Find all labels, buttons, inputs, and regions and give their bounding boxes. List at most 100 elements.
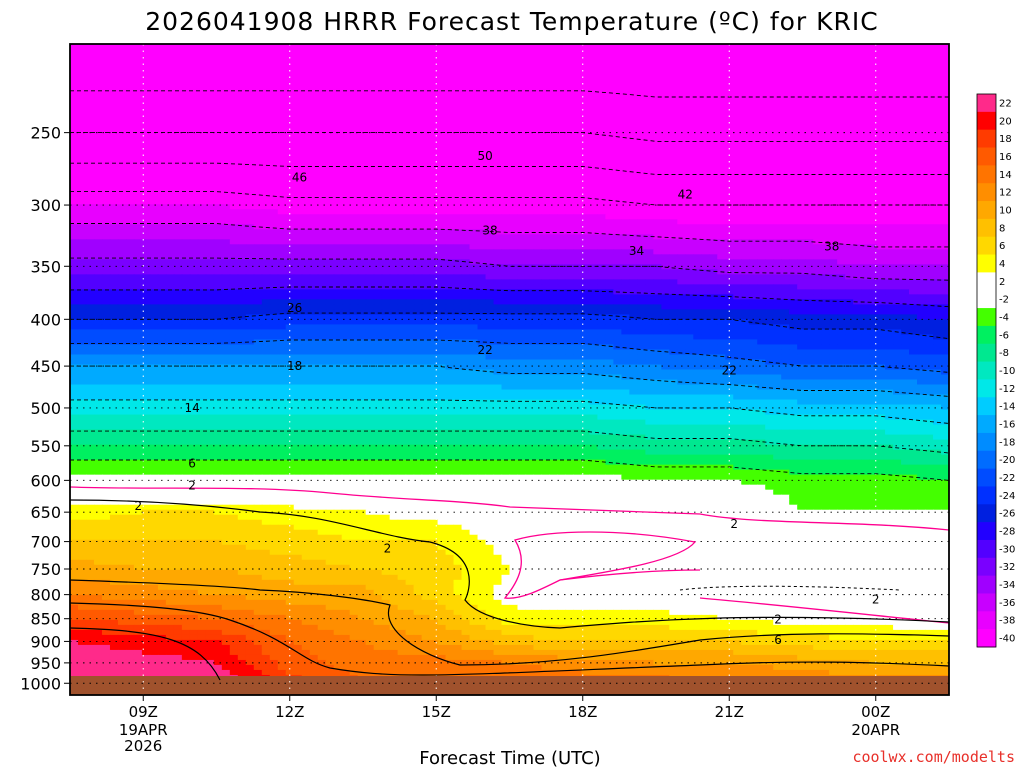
- temp-cell: [413, 144, 423, 150]
- temp-cell: [317, 169, 327, 175]
- temp-cell: [781, 164, 790, 170]
- temp-cell: [501, 194, 511, 200]
- temp-cell: [389, 179, 399, 185]
- temp-cell: [70, 79, 79, 85]
- temp-cell: [429, 164, 439, 170]
- temp-cell: [685, 124, 694, 130]
- temp-cell: [101, 224, 111, 230]
- temp-cell: [205, 174, 215, 180]
- temp-cell: [829, 264, 838, 270]
- temp-cell: [613, 89, 622, 95]
- temp-cell: [70, 64, 79, 70]
- temp-cell: [933, 264, 942, 270]
- temp-cell: [229, 44, 239, 50]
- temp-cell: [621, 259, 630, 265]
- temp-cell: [893, 189, 902, 195]
- temp-cell: [677, 254, 686, 260]
- temp-cell: [349, 194, 359, 200]
- temp-cell: [117, 64, 127, 70]
- temp-cell: [925, 179, 934, 185]
- temp-cell: [101, 174, 111, 180]
- temp-cell: [245, 269, 255, 275]
- temp-cell: [125, 54, 135, 60]
- temp-cell: [125, 194, 135, 200]
- temp-cell: [581, 239, 591, 245]
- temp-cell: [701, 54, 710, 60]
- temp-cell: [85, 249, 95, 255]
- temp-cell: [829, 49, 838, 55]
- temp-cell: [301, 124, 311, 130]
- temp-cell: [101, 159, 111, 165]
- temp-cell: [413, 194, 423, 200]
- temp-cell: [533, 244, 543, 250]
- temp-cell: [533, 134, 543, 140]
- temp-cell: [805, 44, 814, 50]
- temp-cell: [525, 109, 535, 115]
- temp-cell: [789, 224, 798, 230]
- temp-cell: [717, 244, 726, 250]
- temp-cell: [877, 179, 886, 185]
- temp-cell: [725, 134, 734, 140]
- temp-cell: [389, 69, 399, 75]
- temp-cell: [109, 149, 119, 155]
- temp-cell: [565, 214, 575, 220]
- temp-cell: [629, 139, 638, 145]
- temp-cell: [685, 74, 694, 80]
- temp-cell: [821, 79, 830, 85]
- temp-cell: [477, 234, 487, 240]
- temp-cell: [853, 129, 862, 135]
- temp-cell: [70, 139, 79, 145]
- temp-cell: [781, 134, 790, 140]
- temp-cell: [661, 154, 670, 160]
- temp-cell: [789, 99, 798, 105]
- temp-cell: [493, 109, 503, 115]
- temp-cell: [149, 94, 159, 100]
- temp-cell: [197, 134, 207, 140]
- temp-cell: [781, 219, 790, 225]
- temp-cell: [77, 99, 87, 105]
- temp-cell: [333, 184, 343, 190]
- temp-cell: [885, 264, 894, 270]
- temp-cell: [941, 104, 949, 110]
- temp-cell: [101, 199, 111, 205]
- temp-cell: [549, 179, 559, 185]
- temp-cell: [565, 194, 575, 200]
- temp-cell: [157, 214, 167, 220]
- temp-cell: [309, 239, 319, 245]
- temp-cell: [341, 99, 351, 105]
- temp-cell: [349, 174, 359, 180]
- temp-cell: [245, 169, 255, 175]
- temp-cell: [213, 159, 223, 165]
- temp-cell: [741, 249, 750, 255]
- temp-cell: [757, 229, 766, 235]
- temp-cell: [165, 74, 175, 80]
- temp-cell: [469, 89, 479, 95]
- temp-cell: [701, 149, 710, 155]
- temp-cell: [565, 144, 575, 150]
- temp-cell: [941, 54, 949, 60]
- temp-cell: [597, 214, 606, 220]
- temp-cell: [221, 114, 231, 120]
- temp-cell: [797, 204, 806, 210]
- temp-cell: [861, 149, 870, 155]
- temp-cell: [893, 149, 902, 155]
- temp-cell: [877, 104, 886, 110]
- temp-cell: [661, 134, 670, 140]
- temp-cell: [309, 44, 319, 50]
- temp-cell: [797, 264, 806, 270]
- temp-cell: [421, 234, 431, 240]
- temp-cell: [621, 129, 630, 135]
- temp-cell: [373, 49, 383, 55]
- temp-cell: [293, 54, 303, 60]
- temp-cell: [493, 209, 503, 215]
- temp-cell: [901, 49, 910, 55]
- temp-cell: [101, 44, 111, 50]
- temp-cell: [757, 84, 766, 90]
- temp-cell: [933, 119, 942, 125]
- temp-cell: [109, 74, 119, 80]
- temp-cell: [941, 194, 949, 200]
- temp-cell: [141, 179, 151, 185]
- temp-cell: [917, 69, 926, 75]
- temp-cell: [509, 139, 519, 145]
- temp-cell: [661, 64, 670, 70]
